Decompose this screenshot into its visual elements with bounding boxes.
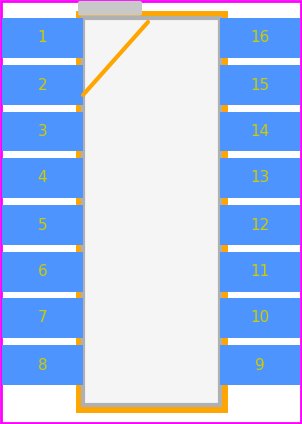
Text: 9: 9 bbox=[255, 357, 265, 373]
Bar bbox=[220, 112, 300, 151]
Bar bbox=[220, 158, 300, 198]
Bar bbox=[83, 18, 220, 405]
Text: 10: 10 bbox=[250, 310, 270, 326]
Bar bbox=[220, 298, 300, 338]
Text: 16: 16 bbox=[250, 31, 270, 45]
Text: 14: 14 bbox=[250, 124, 270, 139]
Bar bbox=[79, 14, 224, 409]
Text: 5: 5 bbox=[38, 218, 47, 232]
Bar bbox=[2, 252, 83, 292]
Bar bbox=[2, 158, 83, 198]
Bar bbox=[2, 18, 83, 58]
Bar bbox=[2, 65, 83, 105]
Bar bbox=[2, 112, 83, 151]
Bar bbox=[2, 205, 83, 245]
Text: 2: 2 bbox=[38, 78, 47, 92]
Bar bbox=[220, 205, 300, 245]
Bar bbox=[2, 298, 83, 338]
Bar bbox=[220, 345, 300, 385]
Text: 13: 13 bbox=[250, 170, 270, 186]
Text: 12: 12 bbox=[250, 218, 270, 232]
Bar bbox=[2, 345, 83, 385]
Text: 6: 6 bbox=[38, 265, 47, 279]
Text: 3: 3 bbox=[38, 124, 47, 139]
Bar bbox=[220, 18, 300, 58]
Bar bbox=[220, 252, 300, 292]
Text: 4: 4 bbox=[38, 170, 47, 186]
Text: 1: 1 bbox=[38, 31, 47, 45]
Text: 11: 11 bbox=[250, 265, 270, 279]
FancyBboxPatch shape bbox=[78, 1, 142, 16]
Bar bbox=[220, 65, 300, 105]
Text: 7: 7 bbox=[38, 310, 47, 326]
Text: 15: 15 bbox=[250, 78, 270, 92]
Text: 8: 8 bbox=[38, 357, 47, 373]
